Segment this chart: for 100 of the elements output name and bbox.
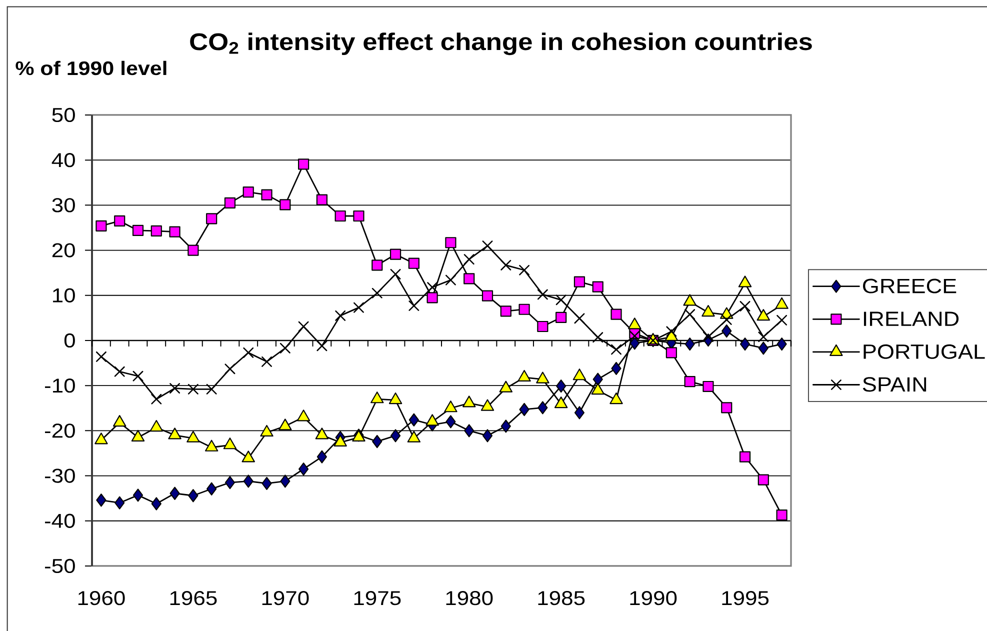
y-tick-label: 10 xyxy=(53,288,75,302)
point xyxy=(518,304,530,315)
point xyxy=(188,489,198,502)
y-tick-label: -30 xyxy=(44,468,75,483)
point xyxy=(151,394,162,404)
y-axis-title: % of 1990 level xyxy=(16,60,166,76)
point xyxy=(776,509,788,521)
point xyxy=(556,379,566,393)
point xyxy=(538,401,548,414)
point xyxy=(298,462,309,476)
legend-label: SPAIN xyxy=(862,377,926,392)
y-tick-label: -10 xyxy=(44,378,75,393)
point xyxy=(740,338,750,351)
point xyxy=(702,332,714,342)
point xyxy=(758,342,768,355)
point xyxy=(426,292,438,304)
point xyxy=(316,450,327,464)
point xyxy=(574,406,585,420)
point xyxy=(280,474,290,488)
y-tick-label: -20 xyxy=(44,424,75,438)
point xyxy=(446,415,456,428)
point xyxy=(445,274,456,286)
point xyxy=(96,220,107,232)
legend-label: GREECE xyxy=(863,278,956,294)
point xyxy=(464,254,474,265)
point xyxy=(556,294,566,306)
point xyxy=(500,420,511,433)
point xyxy=(721,402,732,414)
y-tick-label: 50 xyxy=(52,108,75,122)
point xyxy=(132,224,144,236)
x-tick-label: 1975 xyxy=(354,591,401,606)
x-tick-label: 1985 xyxy=(538,591,585,606)
point xyxy=(574,276,586,288)
point xyxy=(482,429,493,442)
point xyxy=(537,289,548,300)
point xyxy=(206,213,218,224)
point xyxy=(114,366,125,377)
chart-title: CO$_{2}$ intensity effect change in cohesion countries xyxy=(190,32,812,56)
point xyxy=(262,356,272,367)
point xyxy=(188,244,199,256)
point xyxy=(482,240,493,252)
point xyxy=(298,158,310,170)
point xyxy=(611,344,622,355)
point xyxy=(390,429,401,442)
point xyxy=(519,264,530,276)
point xyxy=(224,364,236,374)
point xyxy=(592,332,604,343)
point xyxy=(666,347,677,358)
point xyxy=(721,314,732,325)
point xyxy=(114,215,126,227)
point xyxy=(758,332,769,342)
point xyxy=(592,372,603,386)
point xyxy=(353,302,364,313)
x-tick-label: 1980 xyxy=(446,591,493,606)
point xyxy=(740,300,750,312)
point xyxy=(169,226,180,238)
point xyxy=(372,288,382,298)
point xyxy=(206,384,217,394)
point xyxy=(776,314,788,326)
point xyxy=(334,210,346,222)
point xyxy=(574,313,585,324)
point xyxy=(776,338,787,351)
point xyxy=(500,306,512,317)
x-tick-label: 1960 xyxy=(78,591,125,606)
point xyxy=(372,434,382,448)
point xyxy=(224,197,236,208)
point xyxy=(280,199,291,210)
point xyxy=(132,488,144,502)
x-tick-label: 1995 xyxy=(722,591,769,606)
point xyxy=(206,482,217,496)
point xyxy=(630,336,640,350)
point xyxy=(408,413,419,426)
point xyxy=(96,494,106,507)
point xyxy=(114,496,125,510)
point xyxy=(592,281,604,292)
point xyxy=(170,383,180,394)
point xyxy=(353,210,364,222)
y-tick-label: 40 xyxy=(52,153,75,168)
point xyxy=(702,380,714,392)
x-tick-label: 1970 xyxy=(262,591,309,606)
point xyxy=(739,451,751,462)
point xyxy=(372,260,383,271)
y-tick-label: 30 xyxy=(52,198,75,212)
legend-label: IRELAND xyxy=(864,312,959,326)
point xyxy=(500,260,512,270)
point xyxy=(684,376,696,388)
point xyxy=(243,347,254,358)
point xyxy=(170,486,180,500)
x-tick-label: 1990 xyxy=(630,591,677,606)
point xyxy=(298,321,309,332)
point xyxy=(261,189,272,200)
y-tick-label: -40 xyxy=(44,514,75,528)
point xyxy=(519,402,530,416)
point xyxy=(537,320,548,332)
point xyxy=(280,342,290,354)
point xyxy=(482,290,494,302)
point xyxy=(610,308,622,320)
point xyxy=(151,497,162,510)
point xyxy=(445,237,456,248)
point xyxy=(390,248,402,260)
